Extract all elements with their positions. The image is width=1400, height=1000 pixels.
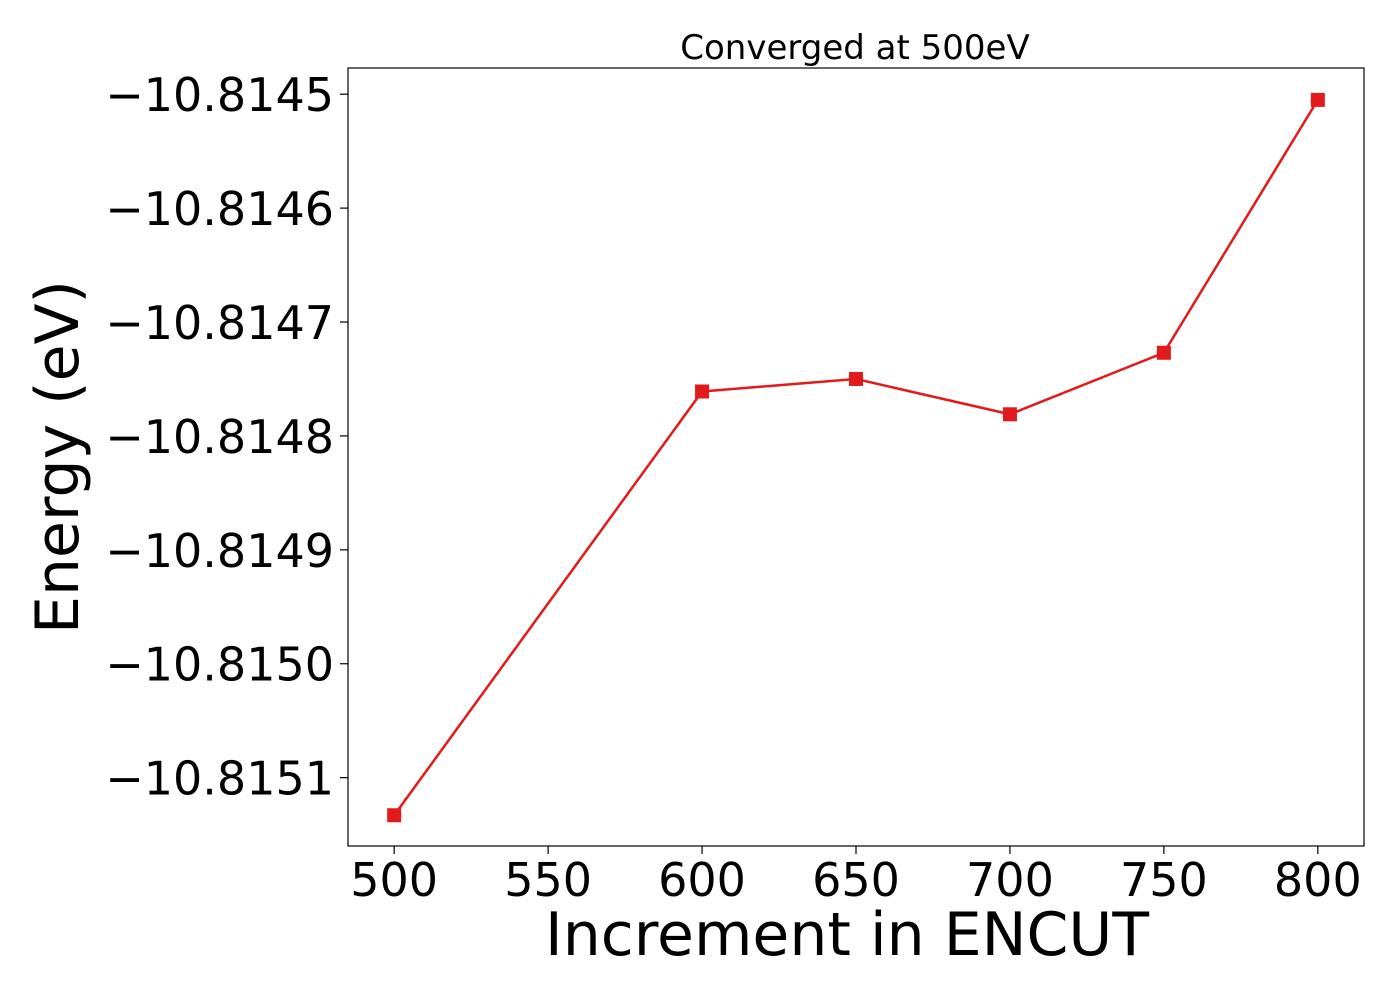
data-point [387,808,402,823]
data-point [1002,407,1017,422]
x-tick-label: 650 [812,853,900,907]
plot-area [347,67,1365,847]
data-point [1310,92,1325,107]
x-axis-title: Increment in ENCUT [545,900,1149,970]
x-tick-label: 700 [966,853,1054,907]
y-tick-label: −10.8151 [105,752,334,806]
data-point [1156,345,1171,360]
y-tick-label: −10.8145 [105,68,334,122]
x-tick-label: 750 [1120,853,1208,907]
y-axis-title: Energy (eV) [23,280,93,634]
y-tick-label: −10.8148 [105,410,334,464]
x-tick-label: 600 [658,853,746,907]
series-line [393,99,1319,816]
y-axis: −10.8151 −10.8150 −10.8149 −10.8148 −10.8147… [105,68,348,806]
chart-title: Converged at 500eV [680,28,1029,68]
y-tick-label: −10.8147 [105,296,334,350]
y-tick-label: −10.8150 [105,638,334,692]
data-point [695,384,710,399]
data-point [849,371,863,386]
x-tick-label: 550 [504,853,592,907]
x-tick-label: 800 [1274,853,1362,907]
series-layer [387,92,1325,823]
y-tick-label: −10.8149 [105,524,334,578]
x-axis: 500 550 600 650 700 750 800 [350,846,1362,907]
x-tick-label: 500 [350,853,438,907]
y-tick-label: −10.8146 [105,182,334,236]
